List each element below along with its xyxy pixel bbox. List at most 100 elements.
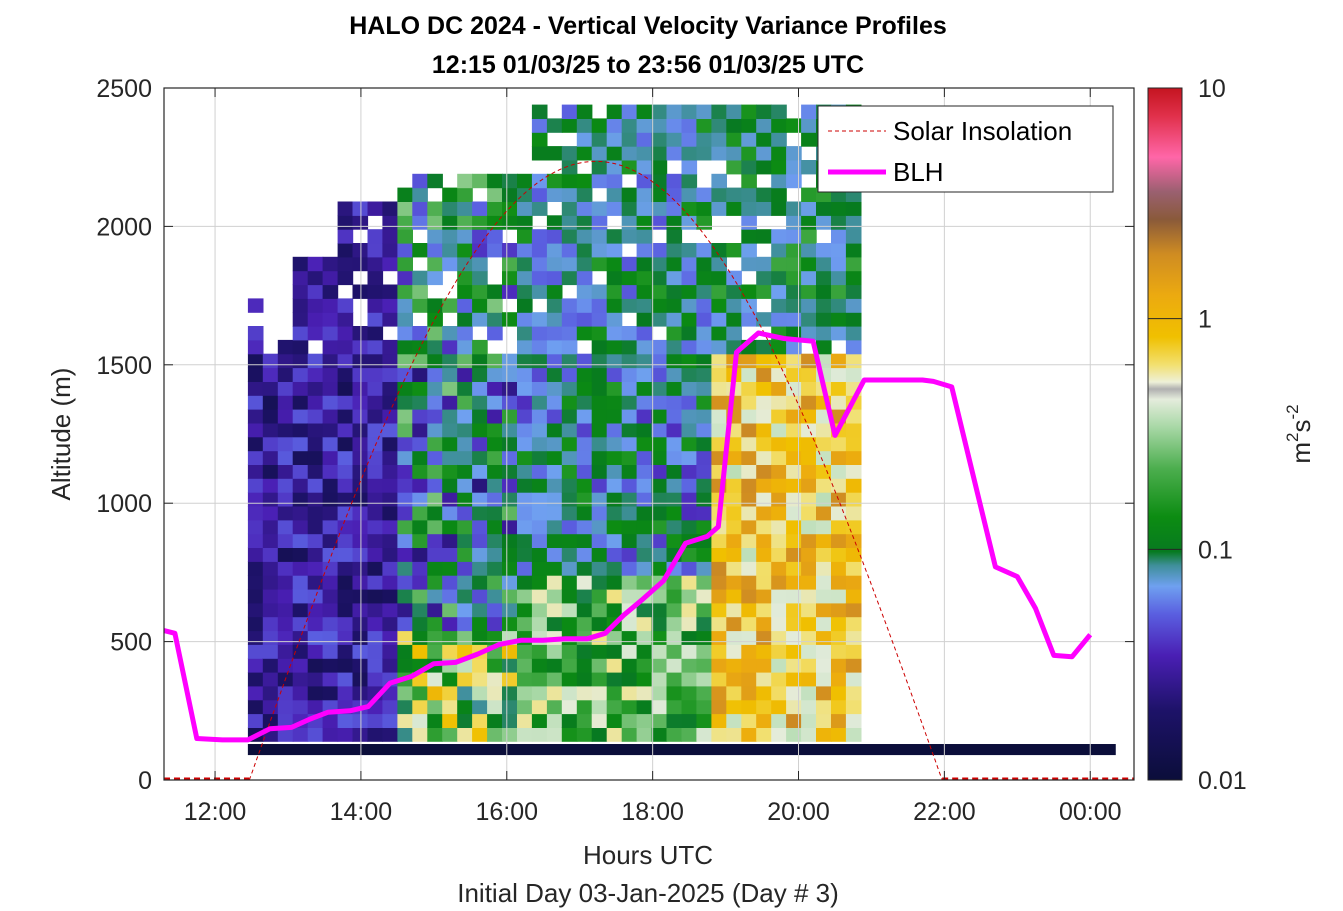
heatmap-cell: [576, 229, 593, 244]
blh-line: [164, 330, 1093, 743]
heatmap-cell: [816, 506, 832, 521]
heatmap-cell: [576, 270, 593, 286]
heatmap-cell: [711, 187, 727, 202]
heatmap-cell: [502, 519, 518, 535]
heatmap-cell: [681, 575, 698, 590]
heatmap-cell: [367, 395, 384, 410]
heatmap-cell: [531, 519, 548, 535]
heatmap-cell: [247, 367, 264, 382]
heatmap-cell: [412, 270, 428, 286]
heatmap-cell: [681, 243, 698, 258]
heatmap-cell: [457, 727, 473, 742]
heatmap-cell: [412, 727, 428, 742]
heatmap-cell: [576, 132, 593, 147]
heatmap-cell: [352, 367, 369, 382]
heatmap-cell: [591, 616, 608, 632]
heatmap-cell: [681, 658, 698, 673]
heatmap-cell: [801, 727, 817, 742]
heatmap-cell: [786, 478, 802, 493]
heatmap-cell: [412, 547, 428, 562]
heatmap-cell: [636, 630, 653, 645]
heatmap-cell: [352, 533, 369, 548]
heatmap-cell: [576, 215, 593, 230]
heatmap-cell: [666, 229, 683, 244]
heatmap-cell: [801, 395, 817, 410]
heatmap-cell: [726, 630, 742, 645]
heatmap-cell: [472, 616, 488, 632]
heatmap-cell: [442, 464, 458, 479]
heatmap-cell: [262, 561, 279, 576]
heatmap-cell: [382, 547, 398, 562]
heatmap-cell: [262, 464, 279, 479]
heatmap-cell: [576, 575, 593, 590]
heatmap-cell: [606, 132, 623, 147]
heatmap-cell: [696, 492, 712, 507]
heatmap-cell: [801, 630, 817, 645]
heatmap-cell: [726, 312, 742, 327]
heatmap-cell: [307, 616, 324, 632]
heatmap-cell: [531, 229, 548, 244]
heatmap-cell: [845, 464, 862, 479]
heatmap-cell: [262, 367, 279, 382]
heatmap-cell: [487, 422, 503, 438]
heatmap-cell: [322, 713, 339, 728]
heatmap-cell: [741, 146, 757, 161]
heatmap-cell: [845, 699, 862, 715]
heatmap-cell: [322, 464, 339, 479]
heatmap-cell: [771, 312, 787, 327]
heatmap-cell: [247, 658, 264, 673]
heatmap-cell: [337, 685, 354, 701]
heatmap-cell: [502, 284, 518, 299]
heatmap-cell: [696, 422, 712, 438]
heatmap-cell: [621, 519, 638, 535]
heatmap-cell: [502, 658, 518, 673]
heatmap-cell: [666, 173, 683, 189]
heatmap-cell: [442, 492, 458, 507]
heatmap-cell: [801, 326, 817, 341]
heatmap-cell: [756, 381, 772, 396]
heatmap-cell: [576, 381, 593, 396]
heatmap-cell: [487, 616, 503, 632]
heatmap-cell: [427, 367, 443, 382]
heatmap-cell: [531, 270, 548, 286]
heatmap-cell: [561, 519, 578, 535]
heatmap-cell: [831, 547, 847, 562]
heatmap-cell: [801, 132, 817, 147]
heatmap-cell: [457, 298, 473, 313]
heatmap-cell: [277, 616, 294, 632]
heatmap-cell: [741, 450, 757, 465]
heatmap-cell: [561, 409, 578, 424]
heatmap-cell: [621, 146, 638, 161]
heatmap-cell: [352, 519, 369, 535]
heatmap-cell: [756, 519, 772, 535]
heatmap-cell: [427, 547, 443, 562]
heatmap-cell: [726, 146, 742, 161]
heatmap-cell: [831, 478, 847, 493]
heatmap-cell: [352, 353, 369, 369]
heatmap-cell: [561, 339, 578, 355]
heatmap-cell: [382, 284, 398, 299]
heatmap-cell: [546, 367, 563, 382]
heatmap-cell: [427, 589, 443, 604]
heatmap-cell: [711, 395, 727, 410]
heatmap-cell: [681, 256, 698, 272]
heatmap-cell: [517, 326, 533, 341]
heatmap-cell: [397, 575, 413, 590]
heatmap-cell: [487, 506, 503, 521]
heatmap-cell: [666, 478, 683, 493]
heatmap-cell: [771, 270, 787, 286]
heatmap-cell: [651, 381, 668, 396]
heatmap-cell: [591, 713, 608, 728]
grid-lines: [164, 87, 1134, 781]
heatmap-cell: [576, 547, 593, 562]
heatmap-cell: [681, 699, 698, 715]
heatmap-cell: [636, 464, 653, 479]
heatmap-cell: [322, 312, 339, 327]
heatmap-cell: [546, 256, 563, 272]
heatmap-cell: [801, 104, 817, 119]
heatmap-cell: [546, 173, 563, 189]
heatmap-cell: [756, 616, 772, 632]
heatmap-cell: [801, 699, 817, 715]
heatmap-cell: [831, 367, 847, 382]
heatmap-cell: [636, 173, 653, 189]
